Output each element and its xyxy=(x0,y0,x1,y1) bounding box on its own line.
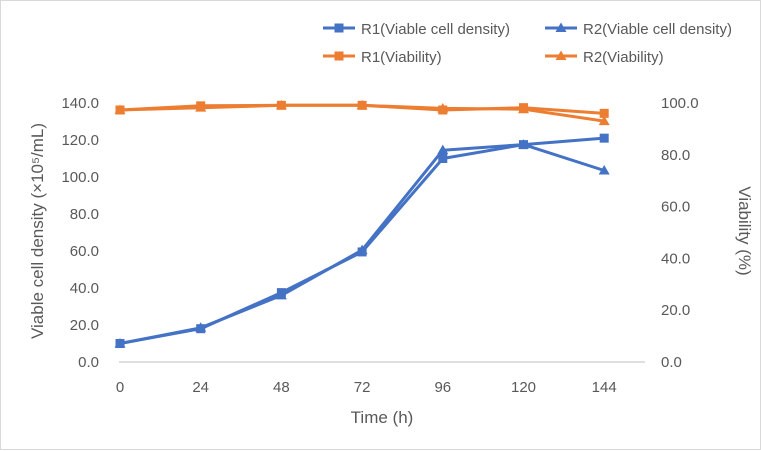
y-right-tick-label: 0.0 xyxy=(661,354,682,371)
y-left-tick-label: 120.0 xyxy=(61,132,99,149)
x-tick-label: 24 xyxy=(192,379,209,396)
y-left-tick-labels: 0.0 20.0 40.0 60.0 80.0 100.0 120.0 140.0 xyxy=(61,95,99,371)
data-point xyxy=(437,102,449,113)
data-point xyxy=(518,139,529,149)
data-point xyxy=(598,115,610,126)
data-point xyxy=(598,165,610,175)
y-right-tick-label: 20.0 xyxy=(661,302,690,319)
x-tick-label: 0 xyxy=(116,379,124,396)
y-right-tick-label: 60.0 xyxy=(661,199,690,216)
y-left-axis-title: Viable cell density (×10⁵/mL) xyxy=(28,123,47,339)
legend-label-r2-viability: R2(Viability) xyxy=(583,49,664,66)
x-tick-label: 144 xyxy=(592,379,617,396)
y-left-tick-label: 140.0 xyxy=(61,95,99,112)
y-left-tick-label: 80.0 xyxy=(70,206,99,223)
data-point xyxy=(195,102,207,112)
y-left-tick-label: 20.0 xyxy=(70,317,99,334)
legend-item-r2-vcd: R2(Viable cell density) xyxy=(545,21,732,38)
data-point xyxy=(114,338,126,348)
series-line xyxy=(119,143,605,345)
legend: R1(Viable cell density) R2(Viable cell d… xyxy=(323,21,732,66)
series-line xyxy=(119,136,605,345)
y-left-tick-label: 0.0 xyxy=(78,354,99,371)
y-left-tick-label: 60.0 xyxy=(70,243,99,260)
legend-item-r1-viability: R1(Viability) xyxy=(323,49,442,66)
y-right-tick-label: 100.0 xyxy=(661,95,699,112)
data-point xyxy=(195,322,207,332)
x-axis-title: Time (h) xyxy=(351,408,414,427)
legend-label-r1-viability: R1(Viability) xyxy=(361,49,442,66)
series-layer xyxy=(114,99,610,348)
data-point xyxy=(599,133,609,143)
y-left-tick-label: 100.0 xyxy=(61,169,99,186)
y-right-axis-title: Viability (%) xyxy=(735,186,754,275)
x-tick-label: 48 xyxy=(273,379,290,396)
y-left-tick-label: 40.0 xyxy=(70,280,99,297)
legend-label-r1-vcd: R1(Viable cell density) xyxy=(361,21,510,38)
data-point xyxy=(114,104,126,114)
x-tick-label: 96 xyxy=(434,379,451,396)
y-right-tick-label: 80.0 xyxy=(661,147,690,164)
series-r2-viable-cell-density xyxy=(114,139,610,348)
x-tick-label: 120 xyxy=(511,379,536,396)
series-r1-viable-cell-density xyxy=(115,133,609,348)
data-point xyxy=(437,144,449,155)
data-point xyxy=(518,103,529,114)
data-point xyxy=(275,289,287,300)
y-right-tick-label: 40.0 xyxy=(661,250,690,267)
x-tick-label: 72 xyxy=(354,379,371,396)
legend-label-r2-vcd: R2(Viable cell density) xyxy=(583,21,732,38)
series-r2-viability xyxy=(114,99,610,126)
data-point xyxy=(275,99,287,110)
legend-item-r2-viability: R2(Viability) xyxy=(545,49,664,66)
data-point xyxy=(356,99,368,110)
legend-item-r1-vcd: R1(Viable cell density) xyxy=(323,21,510,38)
data-point xyxy=(438,154,448,163)
y-right-tick-labels: 0.0 20.0 40.0 60.0 80.0 100.0 xyxy=(661,95,699,371)
x-tick-labels: 0 24 48 72 96 120 144 xyxy=(116,379,617,396)
data-point xyxy=(599,108,609,118)
data-point xyxy=(356,244,368,255)
